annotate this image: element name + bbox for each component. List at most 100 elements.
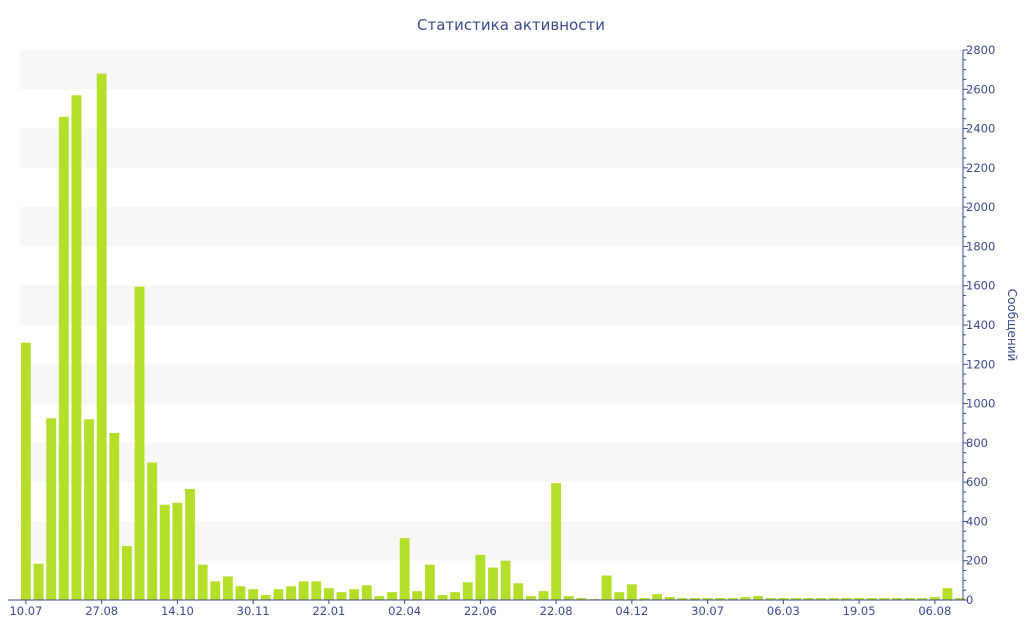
- y-tick-label: 1400: [966, 318, 995, 332]
- x-tick-label: 30.11: [237, 604, 270, 618]
- bar: [197, 564, 208, 600]
- grid-band: [20, 128, 963, 168]
- bar: [652, 594, 663, 600]
- bar: [879, 598, 890, 600]
- bar: [412, 591, 423, 600]
- bar: [525, 596, 536, 600]
- x-tick-label: 27.08: [85, 604, 118, 618]
- bar: [298, 581, 309, 600]
- x-tick-label: 22.08: [540, 604, 573, 618]
- bar: [437, 595, 448, 600]
- bar: [260, 595, 271, 600]
- y-tick-label: 2000: [966, 200, 995, 214]
- bar: [500, 560, 511, 600]
- bar: [854, 598, 865, 600]
- y-tick-label: 1800: [966, 239, 995, 253]
- bar: [929, 597, 940, 600]
- bar: [917, 598, 928, 600]
- bar: [374, 596, 385, 600]
- bar: [778, 598, 789, 600]
- y-tick-label: 600: [966, 475, 988, 489]
- bar: [753, 596, 764, 600]
- grid-band: [20, 285, 963, 325]
- x-tick-label: 06.03: [767, 604, 800, 618]
- bar: [475, 554, 486, 600]
- bar: [639, 598, 650, 600]
- bar: [46, 418, 57, 600]
- bar: [399, 538, 410, 600]
- bar: [803, 598, 814, 600]
- bar: [349, 589, 360, 600]
- bar: [361, 585, 372, 600]
- bar: [33, 563, 44, 600]
- bar: [513, 583, 524, 600]
- bar: [387, 592, 397, 600]
- bar: [942, 588, 953, 600]
- bar: [538, 591, 549, 600]
- bar: [791, 598, 801, 600]
- bar: [727, 598, 738, 600]
- bar: [576, 598, 587, 600]
- bar: [664, 597, 675, 600]
- bar: [185, 489, 195, 600]
- bar: [828, 598, 839, 600]
- bar: [462, 582, 473, 600]
- bar: [222, 576, 233, 600]
- y-axis-label: Сообщений: [1005, 289, 1019, 362]
- bar: [121, 545, 132, 600]
- bar: [563, 596, 574, 600]
- bar: [626, 584, 637, 600]
- bar: [955, 598, 966, 600]
- x-tick-label: 19.05: [843, 604, 876, 618]
- x-tick-label: 22.01: [312, 604, 345, 618]
- bar: [765, 598, 776, 600]
- bar: [71, 95, 82, 600]
- x-tick-label: 14.10: [161, 604, 194, 618]
- y-tick-label: 800: [966, 436, 988, 450]
- bar: [336, 592, 347, 600]
- grid-band: [20, 442, 963, 483]
- bar: [323, 588, 334, 600]
- y-tick-label: 2600: [966, 82, 995, 96]
- y-tick-label: 1200: [966, 357, 995, 371]
- y-tick-label: 1600: [966, 279, 995, 293]
- bar: [134, 286, 145, 600]
- bar: [677, 598, 688, 600]
- bar: [58, 116, 69, 601]
- bar: [841, 598, 852, 600]
- chart-title: Статистика активности: [417, 16, 605, 34]
- bar: [109, 433, 120, 600]
- bar: [147, 462, 158, 600]
- bar-series: [21, 73, 966, 601]
- x-tick-label: 30.07: [691, 604, 724, 618]
- y-tick-label: 2400: [966, 122, 995, 136]
- bar: [601, 575, 612, 600]
- bar: [892, 598, 902, 600]
- bar: [273, 589, 284, 600]
- bar: [740, 597, 751, 600]
- y-tick-label: 1000: [966, 397, 995, 411]
- x-tick-label: 04.12: [615, 604, 648, 618]
- y-tick-label: 2800: [966, 43, 995, 57]
- bar: [690, 598, 700, 600]
- bar: [488, 567, 498, 600]
- bar: [84, 419, 94, 600]
- bar: [172, 502, 183, 600]
- grid-band: [20, 50, 963, 90]
- x-tick-label: 22.06: [464, 604, 497, 618]
- x-tick-label: 06.08: [918, 604, 951, 618]
- grid-band: [20, 364, 963, 404]
- bar: [904, 598, 915, 600]
- bar: [286, 586, 296, 600]
- bar: [21, 342, 31, 600]
- grid-bands: [20, 50, 963, 561]
- grid-band: [20, 207, 963, 247]
- bar: [450, 592, 461, 600]
- bar: [159, 504, 170, 600]
- bar: [614, 592, 625, 600]
- x-tick-label: 10.07: [9, 604, 42, 618]
- y-tick-label: 200: [966, 554, 988, 568]
- bar: [715, 598, 726, 600]
